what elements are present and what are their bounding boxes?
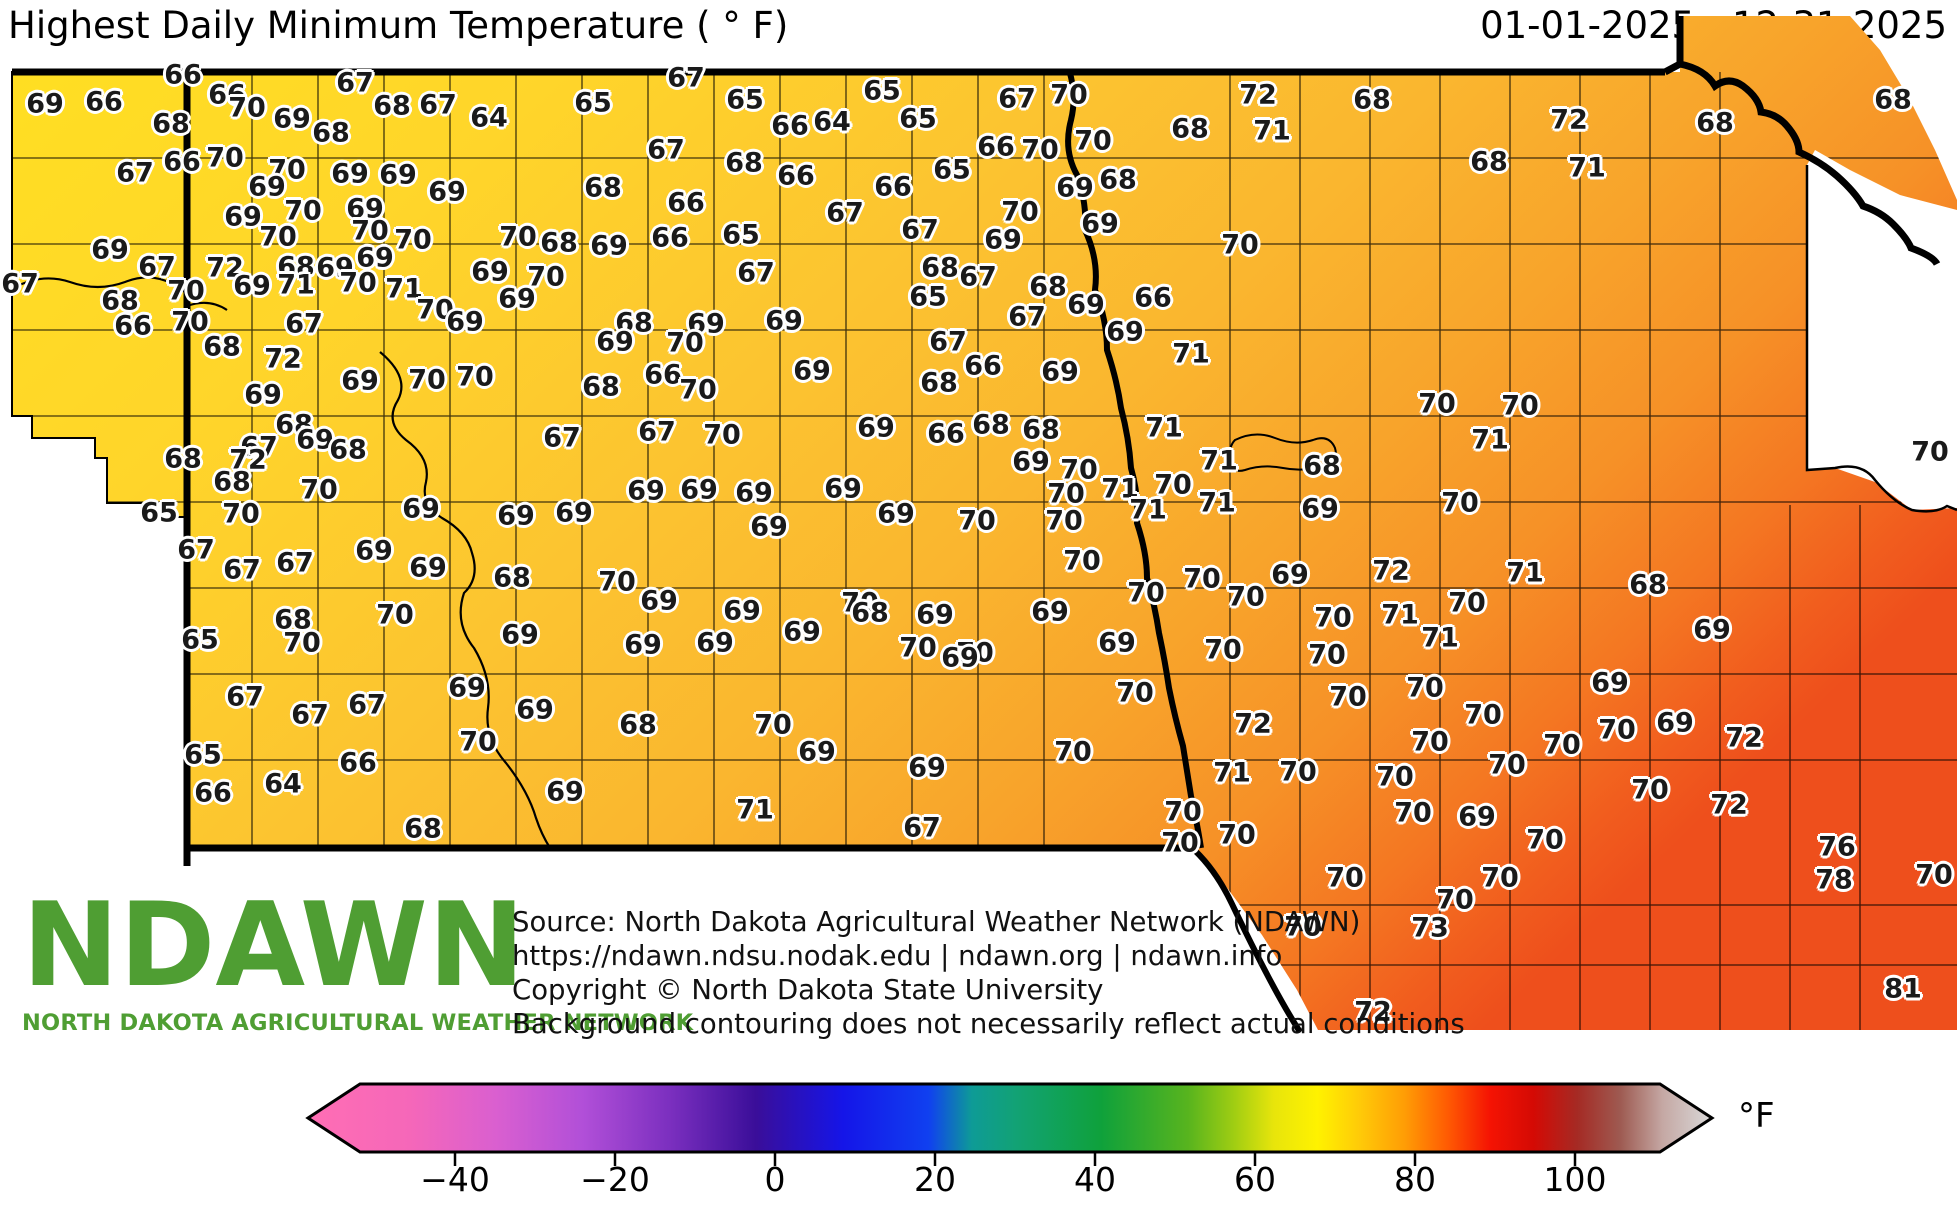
source-line: Background contouring does not necessari…	[512, 1008, 1465, 1040]
devils-lake	[1227, 433, 1337, 472]
county-lines	[12, 72, 1957, 1030]
page-title: Highest Daily Minimum Temperature ( ° F)	[8, 4, 789, 47]
scale-tick-label: −20	[580, 1160, 650, 1199]
source-line: Source: North Dakota Agricultural Weathe…	[512, 906, 1361, 938]
source-line: Copyright © North Dakota State Universit…	[512, 974, 1104, 1006]
scale-tick-label: 0	[764, 1160, 786, 1199]
scale-tick-label: 40	[1074, 1160, 1116, 1199]
scale-unit-label: °F	[1738, 1096, 1775, 1136]
scale-tick-label: 20	[914, 1160, 956, 1199]
ndawn-logo-subtitle: NORTH DAKOTA AGRICULTURAL WEATHER NETWOR…	[22, 1010, 694, 1036]
scale-tick-label: 80	[1394, 1160, 1436, 1199]
red-river-border	[1065, 69, 1303, 1034]
color-scale-bar	[305, 1082, 1715, 1166]
ndawn-logo-word: NDAWN	[22, 878, 525, 1013]
minnesota-notch-boundary	[1805, 165, 1957, 513]
scale-tick-label: −40	[420, 1160, 490, 1199]
source-line: https://ndawn.ndsu.nodak.edu | ndawn.org…	[512, 940, 1283, 972]
scale-tick-label: 60	[1234, 1160, 1276, 1199]
northeast-border	[1663, 16, 1941, 266]
ndawn-logo: NDAWN NORTH DAKOTA AGRICULTURAL WEATHER …	[22, 878, 694, 1037]
source-text: Source: North Dakota Agricultural Weathe…	[512, 905, 1465, 1041]
scale-tick-label: 100	[1543, 1160, 1607, 1199]
